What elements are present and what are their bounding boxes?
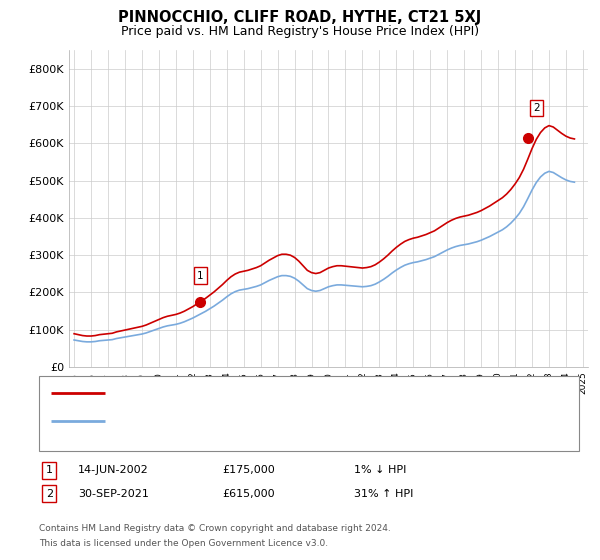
Text: 14-JUN-2002: 14-JUN-2002 [78,465,149,475]
Text: £175,000: £175,000 [222,465,275,475]
Text: 30-SEP-2021: 30-SEP-2021 [78,489,149,499]
Text: 1% ↓ HPI: 1% ↓ HPI [354,465,406,475]
Text: 2: 2 [533,103,539,113]
Text: £615,000: £615,000 [222,489,275,499]
Text: Contains HM Land Registry data © Crown copyright and database right 2024.: Contains HM Land Registry data © Crown c… [39,524,391,533]
Text: Price paid vs. HM Land Registry's House Price Index (HPI): Price paid vs. HM Land Registry's House … [121,25,479,38]
Text: PINNOCCHIO, CLIFF ROAD, HYTHE, CT21 5XJ: PINNOCCHIO, CLIFF ROAD, HYTHE, CT21 5XJ [118,10,482,25]
Text: HPI: Average price, detached house, Folkestone and Hythe: HPI: Average price, detached house, Folk… [111,416,417,426]
Text: This data is licensed under the Open Government Licence v3.0.: This data is licensed under the Open Gov… [39,539,328,548]
Text: 31% ↑ HPI: 31% ↑ HPI [354,489,413,499]
Text: 2: 2 [46,489,53,499]
Text: 1: 1 [46,465,53,475]
Text: PINNOCCHIO, CLIFF ROAD, HYTHE, CT21 5XJ (detached house): PINNOCCHIO, CLIFF ROAD, HYTHE, CT21 5XJ … [111,388,436,398]
Text: 1: 1 [197,270,204,281]
